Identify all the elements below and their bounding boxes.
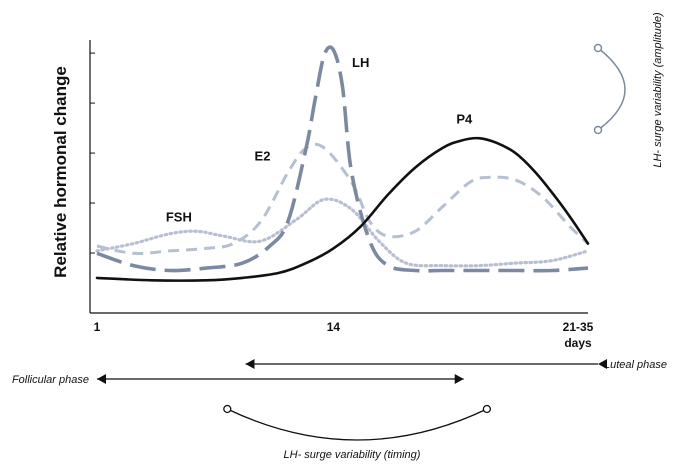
luteal-phase-right-arrow: [598, 359, 607, 369]
luteal-phase-left-arrow: [245, 359, 255, 369]
follicular-phase-label: Follicular phase: [12, 374, 89, 386]
phase-annotations: Luteal phase Follicular phase: [12, 359, 667, 386]
x-tick-label: 21-35: [563, 320, 594, 334]
series-label-layer: FSH E2 LH P4: [166, 55, 473, 224]
timing-variability-arc: [223, 404, 492, 441]
y-axis-title: Relative hormonal change: [51, 66, 70, 278]
amplitude-arc-top-dot: [593, 43, 603, 53]
series-layer: [95, 45, 590, 282]
series-line-e2: [96, 142, 590, 255]
x-unit-label: days: [564, 336, 592, 350]
x-tick-labels: 1 14 21-35 days: [94, 320, 594, 350]
series-label-p4: P4: [456, 112, 473, 127]
amplitude-variability-arc: [593, 43, 626, 135]
lh-amplitude-label: LH- surge variability (amplitude): [652, 12, 664, 168]
series-line-fsh: [95, 197, 590, 268]
x-tick-label: 14: [327, 320, 341, 334]
timing-arc-right-dot: [482, 404, 492, 414]
series-line-lh: [96, 45, 589, 273]
follicular-phase-left-arrow: [97, 374, 106, 384]
amplitude-arc-bottom-dot: [593, 125, 603, 135]
x-tick-label: 1: [94, 320, 101, 334]
series-label-e2: E2: [255, 148, 271, 163]
series-line-p4: [95, 136, 590, 282]
y-axis-ticks: [90, 52, 95, 254]
luteal-phase-label: Luteal phase: [604, 359, 667, 371]
timing-arc-curve: [227, 408, 488, 441]
lh-timing-label: LH- surge variability (timing): [284, 449, 421, 461]
follicular-phase-right-arrow: [454, 374, 464, 384]
series-label-fsh: FSH: [166, 210, 192, 225]
amplitude-arc-curve: [597, 47, 626, 131]
series-label-lh: LH: [352, 55, 369, 70]
timing-arc-left-dot: [223, 404, 232, 414]
